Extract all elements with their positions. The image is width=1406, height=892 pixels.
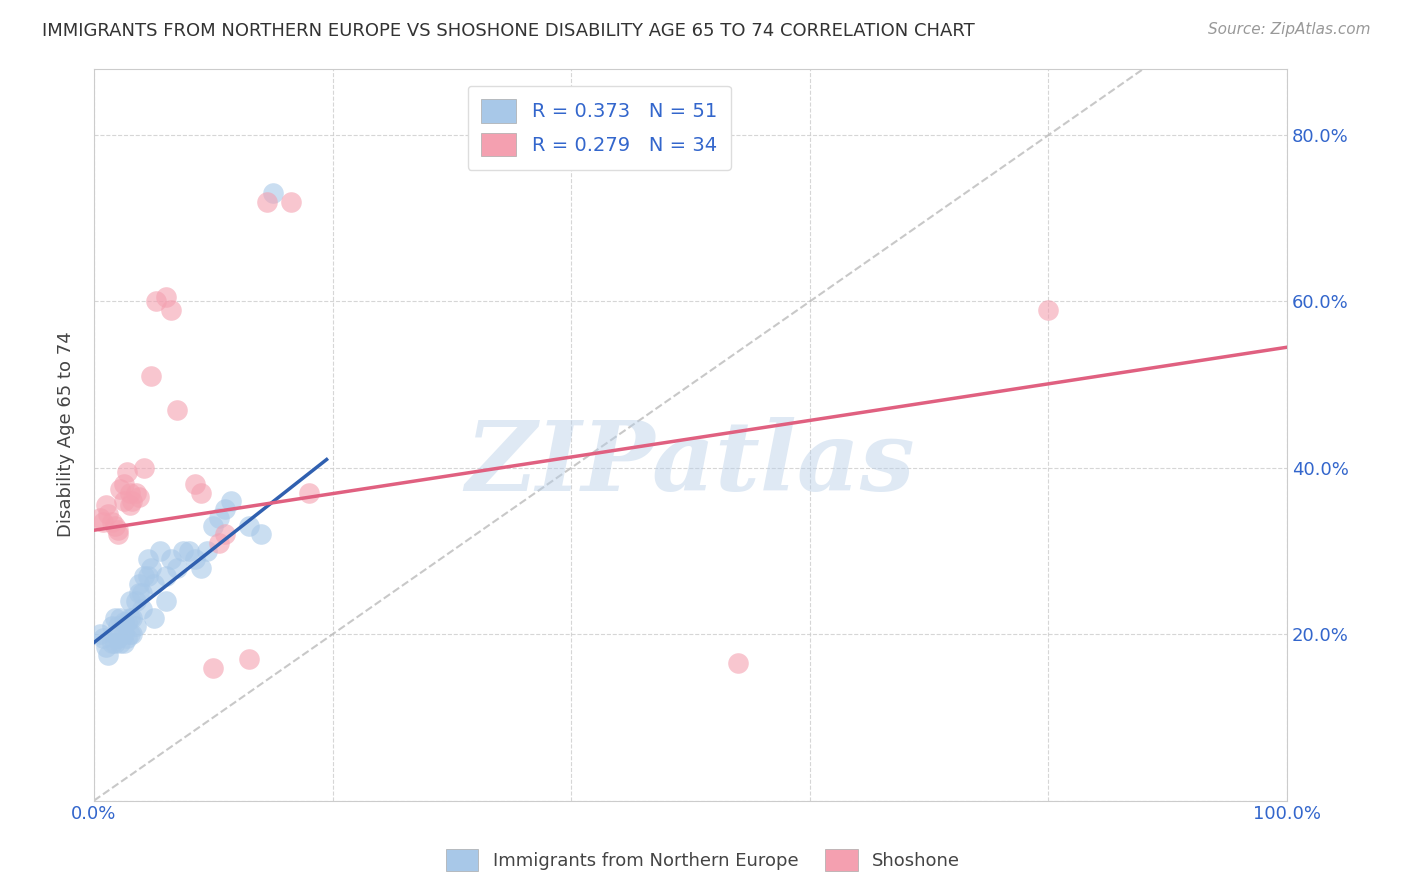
Point: [262, 186, 284, 201]
Point: [280, 194, 302, 209]
Point: [112, 477, 135, 491]
Point: [142, 610, 165, 624]
Point: [121, 610, 143, 624]
Point: [118, 610, 141, 624]
Point: [131, 585, 153, 599]
Point: [125, 619, 148, 633]
Point: [112, 627, 135, 641]
Point: [132, 569, 155, 583]
Point: [97, 507, 120, 521]
Point: [136, 552, 159, 566]
Point: [121, 494, 143, 508]
Point: [256, 194, 278, 209]
Text: IMMIGRANTS FROM NORTHERN EUROPE VS SHOSHONE DISABILITY AGE 65 TO 74 CORRELATION : IMMIGRANTS FROM NORTHERN EUROPE VS SHOSH…: [42, 22, 974, 40]
Point: [94, 640, 117, 654]
Point: [94, 498, 117, 512]
Point: [107, 527, 129, 541]
Point: [118, 498, 141, 512]
Point: [89, 510, 111, 524]
Point: [136, 569, 159, 583]
Point: [117, 615, 139, 629]
Point: [238, 519, 260, 533]
Point: [166, 560, 188, 574]
Point: [101, 635, 124, 649]
Point: [190, 485, 212, 500]
Point: [219, 494, 242, 508]
Point: [145, 294, 167, 309]
Point: [112, 635, 135, 649]
Point: [125, 485, 148, 500]
Point: [1038, 302, 1060, 317]
Point: [214, 502, 236, 516]
Point: [128, 577, 150, 591]
Point: [141, 560, 163, 574]
Point: [104, 519, 127, 533]
Point: [179, 544, 201, 558]
Point: [190, 560, 212, 574]
Point: [112, 494, 135, 508]
Point: [107, 632, 129, 646]
Legend: R = 0.373   N = 51, R = 0.279   N = 34: R = 0.373 N = 51, R = 0.279 N = 34: [468, 86, 731, 170]
Point: [208, 535, 231, 549]
Point: [108, 635, 131, 649]
Point: [107, 619, 129, 633]
Point: [727, 657, 749, 671]
Point: [155, 594, 177, 608]
Point: [184, 477, 207, 491]
Point: [97, 648, 120, 662]
Text: ZIPatlas: ZIPatlas: [465, 417, 915, 511]
Point: [118, 594, 141, 608]
Point: [101, 619, 124, 633]
Text: Source: ZipAtlas.com: Source: ZipAtlas.com: [1208, 22, 1371, 37]
Point: [141, 369, 163, 384]
Point: [148, 544, 170, 558]
Point: [104, 610, 127, 624]
Point: [250, 527, 273, 541]
Point: [107, 523, 129, 537]
Point: [118, 485, 141, 500]
Point: [132, 460, 155, 475]
Point: [89, 627, 111, 641]
Point: [108, 482, 131, 496]
Point: [117, 465, 139, 479]
Point: [238, 652, 260, 666]
Point: [184, 552, 207, 566]
Point: [121, 627, 143, 641]
Point: [131, 602, 153, 616]
Point: [166, 402, 188, 417]
Point: [195, 544, 218, 558]
Point: [155, 569, 177, 583]
Point: [214, 527, 236, 541]
Point: [125, 594, 148, 608]
Legend: Immigrants from Northern Europe, Shoshone: Immigrants from Northern Europe, Shoshon…: [439, 842, 967, 879]
Point: [202, 519, 225, 533]
Point: [118, 627, 141, 641]
Point: [208, 510, 231, 524]
Point: [155, 290, 177, 304]
Point: [117, 632, 139, 646]
Y-axis label: Disability Age 65 to 74: Disability Age 65 to 74: [58, 332, 75, 538]
Point: [202, 660, 225, 674]
Point: [128, 585, 150, 599]
Point: [93, 632, 115, 646]
Point: [108, 610, 131, 624]
Point: [128, 490, 150, 504]
Point: [104, 635, 127, 649]
Point: [298, 485, 321, 500]
Point: [112, 615, 135, 629]
Point: [101, 515, 124, 529]
Point: [93, 515, 115, 529]
Point: [160, 302, 183, 317]
Point: [142, 577, 165, 591]
Point: [160, 552, 183, 566]
Point: [172, 544, 194, 558]
